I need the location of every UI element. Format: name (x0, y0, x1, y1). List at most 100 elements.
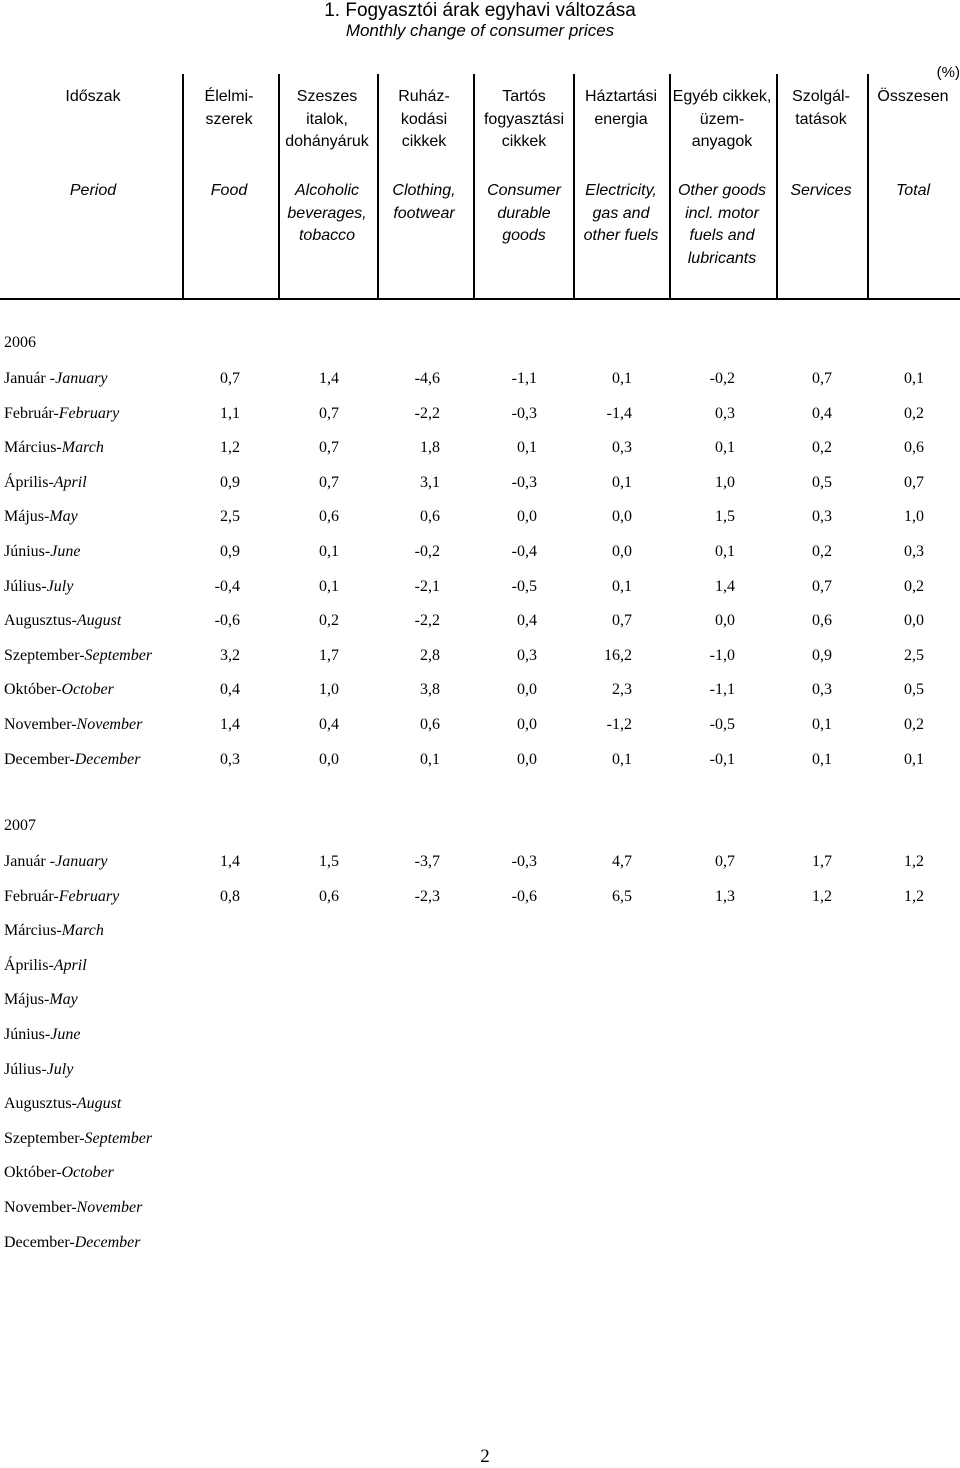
table-row: Szeptember-September 3,2 1,7 2,8 0,3 16,2 -1,0… (0, 639, 960, 673)
column-header-alcohol-en: Alcoholic beverages, tobacco (278, 180, 376, 248)
table-row: Szeptember-September (0, 1122, 960, 1156)
cell-other: -1,1 (709, 681, 735, 699)
cell-total: 0,3 (904, 543, 924, 560)
header-line: lubricants (687, 249, 757, 267)
column-header-other-en: Other goods incl. motor fuels and lubricant… (669, 180, 775, 270)
cell-durable: -0,6 (511, 887, 537, 905)
cell-energy: 0,1 (612, 473, 632, 491)
column-divider (776, 74, 778, 298)
header-line: Egyéb cikkek, (672, 88, 772, 105)
cell-food: 0,4 (220, 681, 240, 699)
column-divider (867, 74, 869, 298)
cell-clothing: -2,2 (414, 404, 440, 422)
row-label: Április-April (4, 466, 87, 500)
row-label: Augusztus-August (4, 1087, 121, 1121)
column-divider (377, 74, 379, 298)
header-line: gas and (592, 204, 650, 222)
cell-clothing: 0,6 (420, 716, 440, 733)
cell-durable: -1,1 (511, 370, 537, 387)
month-hungarian: Június- (4, 543, 51, 560)
cell-services: 0,4 (812, 404, 832, 422)
cell-services: 0,9 (812, 646, 832, 664)
cell-energy: 6,5 (612, 887, 632, 905)
cell-food: 1,4 (220, 716, 240, 733)
cell-durable: 0,1 (517, 439, 537, 457)
header-line: Tartós (502, 88, 546, 105)
table-row: Február-February 1,1 0,7 -2,2 -0,3 -1,4 0,3 0,4… (0, 397, 960, 431)
cell-services: 0,1 (812, 716, 832, 733)
month-hungarian: Szeptember- (4, 646, 85, 664)
cell-alcohol: 0,6 (319, 508, 339, 526)
header-line: Élelmi- (204, 88, 254, 105)
cell-durable: -0,4 (511, 543, 537, 560)
cell-clothing: -3,7 (414, 853, 440, 870)
header-line: Services (790, 182, 852, 199)
column-header-period-hu: Időszak (2, 86, 184, 109)
cell-clothing: 2,8 (420, 646, 440, 664)
month-english: May (49, 508, 78, 526)
cell-food: 0,7 (220, 370, 240, 387)
cell-clothing: 3,1 (420, 473, 440, 491)
month-english: January (55, 370, 108, 387)
table-row: Június-June (0, 1018, 960, 1052)
column-header-period-en: Period (2, 180, 184, 203)
month-hungarian: Április- (4, 956, 54, 974)
row-label: December-December (4, 1226, 141, 1260)
cell-clothing: -2,1 (414, 577, 440, 595)
cell-alcohol: 0,7 (319, 439, 339, 457)
header-line: Electricity, (585, 182, 657, 199)
cell-alcohol: 0,2 (319, 612, 339, 630)
column-header-total-hu: Összesen (867, 86, 959, 109)
cell-total: 0,1 (904, 370, 924, 387)
column-header-durable-hu: Tartós fogyasztási cikkek (475, 86, 573, 154)
header-line: kodási (400, 110, 448, 128)
column-header: Időszak Period Élelmi-szerek Food Szeszes ita… (0, 74, 960, 300)
header-line: Total (895, 182, 931, 199)
month-hungarian: Április- (4, 473, 54, 491)
cell-total: 0,7 (904, 473, 924, 491)
month-hungarian: November- (4, 1199, 77, 1216)
month-hungarian: November- (4, 716, 77, 733)
row-label: Október-October (4, 673, 114, 707)
cell-other: 0,1 (715, 439, 735, 457)
cell-other: -0,2 (709, 370, 735, 387)
month-english: July (46, 1060, 74, 1078)
cell-other: 1,3 (715, 887, 735, 905)
row-label: Október-October (4, 1156, 114, 1190)
cell-other: 0,1 (715, 543, 735, 560)
cell-total: 0,2 (904, 404, 924, 422)
table-row: Február-February 0,8 0,6 -2,3 -0,6 6,5 1,3 1,2 1… (0, 880, 960, 914)
column-header-other-hu: Egyéb cikkek, üzem-anyagok (669, 86, 775, 154)
table-row: Március-March 1,2 0,7 1,8 0,1 0,3 0,1 0,2 0,6 (0, 431, 960, 465)
table-row: Október-October (0, 1156, 960, 1190)
cell-food: 0,3 (220, 750, 240, 768)
month-hungarian: Március- (4, 439, 62, 457)
header-line: energia (594, 110, 648, 128)
cell-total: 0,6 (904, 439, 924, 457)
cell-alcohol: 1,7 (319, 646, 339, 664)
cell-durable: 0,0 (517, 681, 537, 699)
table-row: Július-July (0, 1053, 960, 1087)
month-english: February (58, 887, 120, 905)
cell-services: 0,3 (812, 508, 832, 526)
cell-energy: 0,0 (612, 508, 632, 526)
month-hungarian: Szeptember- (4, 1129, 85, 1147)
cell-clothing: 1,8 (420, 439, 440, 457)
cell-total: 0,2 (904, 577, 924, 595)
cell-energy: 4,7 (612, 853, 632, 870)
header-line: durable (497, 204, 551, 222)
cell-food: 0,8 (220, 887, 240, 905)
cell-durable: -0,3 (511, 853, 537, 870)
row-label: Március-March (4, 431, 104, 465)
month-english: July (46, 577, 74, 595)
header-line: goods (502, 227, 546, 245)
header-line: incl. motor (685, 204, 759, 222)
row-label: Május-May (4, 983, 78, 1017)
month-hungarian: Október- (4, 1164, 62, 1182)
row-label: Augusztus-August (4, 604, 121, 638)
month-english: October (61, 1164, 114, 1182)
cell-alcohol: 0,6 (319, 887, 339, 905)
month-hungarian: Május- (4, 991, 50, 1009)
cell-food: -0,4 (214, 577, 240, 595)
row-label: Május-May (4, 500, 78, 534)
